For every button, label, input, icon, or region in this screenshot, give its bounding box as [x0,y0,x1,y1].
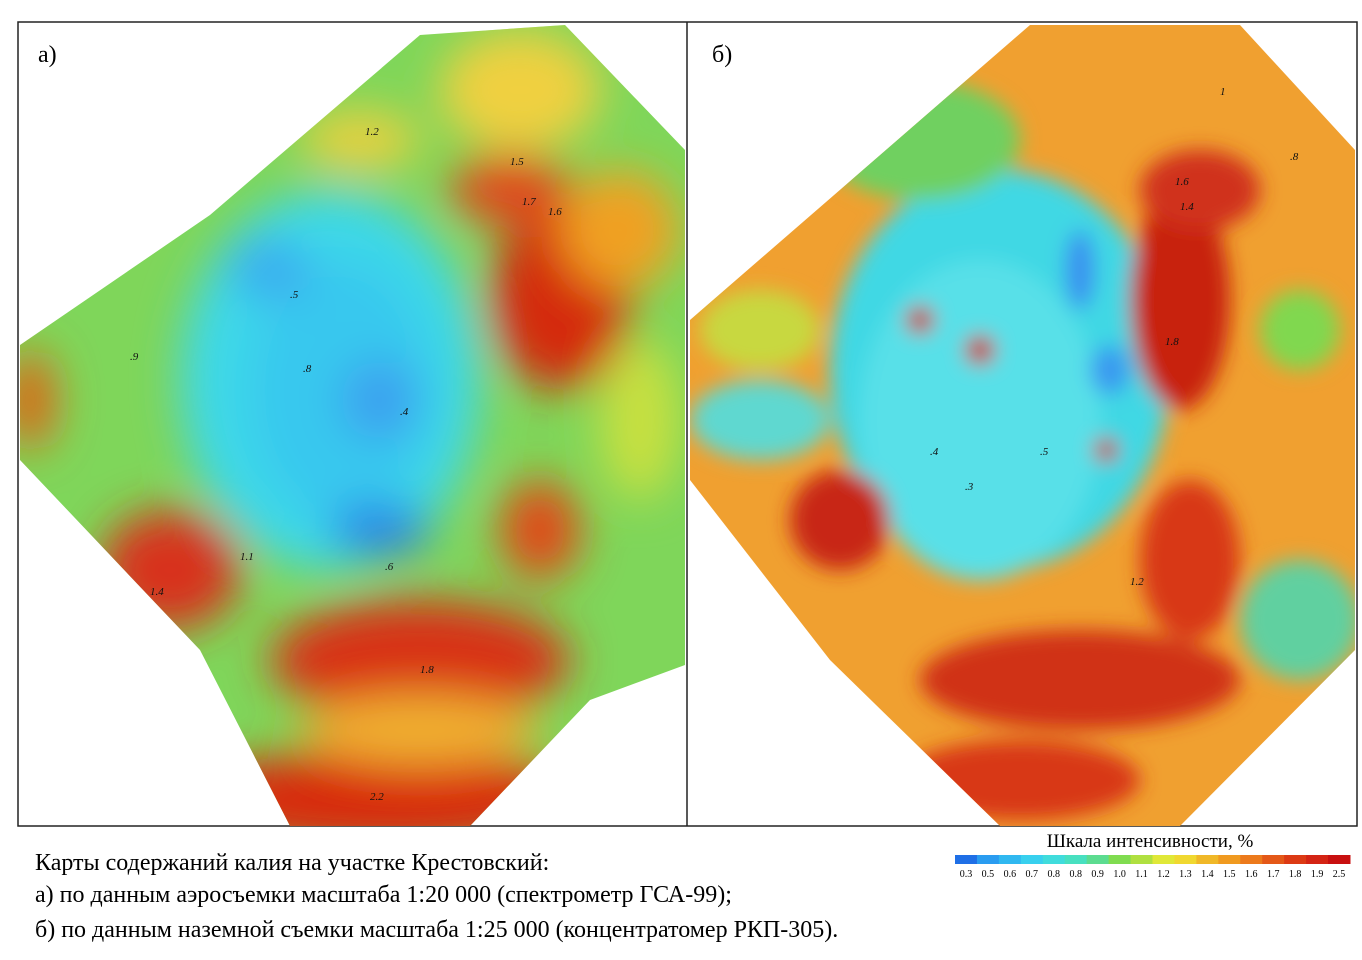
map-b [688,22,1360,827]
legend-title: Шкала интенсивности, % [1047,831,1254,852]
colorbar-cell [955,855,977,864]
contour-label: 1.6 [1175,176,1189,188]
colorbar-label: 1.1 [1135,869,1148,880]
colorbar-label: 0.8 [1048,869,1061,880]
colorbar-cell [1153,855,1175,864]
contour-label: .5 [1040,446,1049,458]
colorbar-cell [1196,855,1218,864]
colorbar-label: 1.2 [1157,869,1170,880]
colorbar-cell [1043,855,1065,864]
colorbar-label: 0.6 [1004,869,1017,880]
caption-line: б) по данным наземной съемки масштаба 1:… [35,917,838,943]
colorbar-label: 0.5 [982,869,995,880]
colorbar-cell [1065,855,1087,864]
contour-label: .8 [1290,151,1299,163]
contour-label: .9 [130,351,139,363]
colorbar-cell [1306,855,1328,864]
colorbar-cell [1218,855,1240,864]
colorbar-label: 1.3 [1179,869,1192,880]
contour-label: 2.2 [370,791,384,803]
contour-label: .8 [303,363,312,375]
caption-line: Карты содержаний калия на участке Кресто… [35,850,549,876]
colorbar-label: 0.3 [960,869,973,880]
contour-label: .6 [385,561,394,573]
colorbar: 0.3 0.5 0.6 0.7 0.8 0.8 0.9 1.0 1.1 1.2 1.3 1.4 1.5 1… [955,855,1351,880]
colorbar-label: 0.7 [1026,869,1039,880]
colorbar-label: 2.5 [1333,869,1346,880]
colorbar-label: 1.8 [1289,869,1302,880]
colorbar-cell [1284,855,1306,864]
colorbar-cell [1240,855,1262,864]
colorbar-label: 1.0 [1113,869,1126,880]
colorbar-label: 0.9 [1091,869,1104,880]
contour-label: .5 [290,289,299,301]
colorbar-label: 1.6 [1245,869,1258,880]
colorbar-label: 1.9 [1311,869,1324,880]
contour-label: 1.6 [548,206,562,218]
colorbar-cell [1262,855,1284,864]
colorbar-cell [1328,855,1350,864]
contour-label: 1.2 [1130,576,1144,588]
contour-label: .4 [400,406,409,418]
contour-label: 1.5 [510,156,524,168]
contour-label: .3 [965,481,974,493]
contour-label: 1.4 [150,586,164,598]
colorbar-label: 1.7 [1267,869,1280,880]
colorbar-cell [1174,855,1196,864]
colorbar-cell [1109,855,1131,864]
colorbar-cell [1087,855,1109,864]
contour-label: 1.2 [365,126,379,138]
caption-line: а) по данным аэросъемки масштаба 1:20 00… [35,882,732,908]
colorbar-cell [977,855,999,864]
contour-label: 1.1 [240,551,254,563]
panel-label: а) [38,42,57,68]
contour-label: 1.7 [522,196,536,208]
contour-label: 1.8 [1165,336,1179,348]
colorbar-label: 1.5 [1223,869,1236,880]
panel-label: б) [712,42,732,68]
contour-label: .4 [930,446,939,458]
colorbar-label: 1.4 [1201,869,1214,880]
figure: а) б) Шкала интенсивности, % 0.30.50.60.… [0,0,1362,955]
colorbar-cell [999,855,1021,864]
contour-label: 1.4 [1180,201,1194,213]
colorbar-label: 0.8 [1069,869,1082,880]
map-a [5,22,688,850]
contour-label: 1.8 [420,664,434,676]
colorbar-cell [1131,855,1153,864]
contour-label: 1 [1220,86,1226,98]
colorbar-cell [1021,855,1043,864]
